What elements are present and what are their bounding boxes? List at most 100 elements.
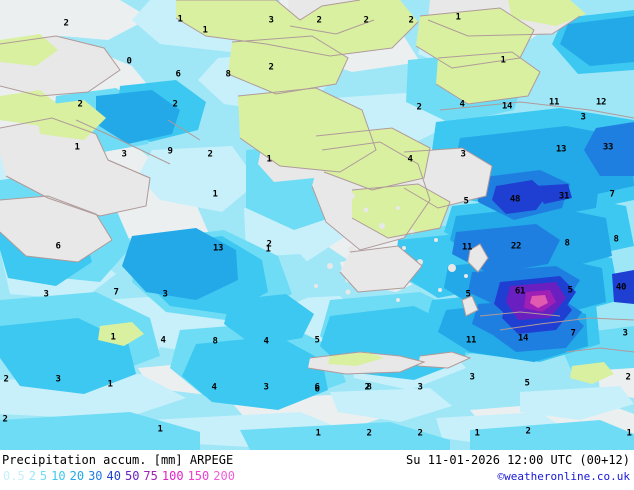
precip-value-label: 33: [602, 142, 614, 153]
precip-value-label: 8: [613, 234, 619, 245]
legend-stop-20: 20: [69, 469, 85, 483]
legend-stop-10: 10: [51, 469, 66, 483]
legend-stop-50: 50: [124, 469, 140, 483]
precip-value-label: 11: [465, 335, 477, 346]
precip-value-label: 6: [175, 69, 181, 80]
precip-value-label: 3: [460, 149, 466, 160]
legend-stop-100: 100: [161, 469, 184, 483]
precip-value-label: 3: [121, 149, 127, 160]
precip-value-label: 4: [263, 336, 269, 347]
coastlines: [0, 0, 634, 375]
precip-value-label: 6: [55, 241, 61, 252]
precip-value-label: 11: [548, 97, 560, 108]
precip-value-label: 1: [74, 142, 80, 153]
precip-value-label: 2: [316, 15, 322, 26]
precip-value-label: 2: [172, 99, 178, 110]
legend-stop-0.5: 0.5: [3, 469, 25, 483]
precip-value-label: 5: [567, 285, 573, 296]
precip-value-label: 5: [463, 196, 469, 207]
precip-value-label: 6: [314, 384, 320, 395]
copyright-link[interactable]: ©weatheronline.co.uk: [497, 470, 630, 483]
map-graphic: [0, 0, 634, 450]
precip-value-label: 5: [524, 378, 530, 389]
precip-value-label: 2: [364, 382, 370, 393]
precip-value-label: 2: [366, 428, 372, 439]
precip-value-label: 1: [110, 332, 116, 343]
precip-value-label: 14: [517, 333, 529, 344]
precip-value-label: 2: [3, 374, 9, 385]
precip-value-label: 8: [212, 336, 218, 347]
precip-value-label: 2: [408, 15, 414, 26]
precip-value-label: 5: [465, 289, 471, 300]
precip-value-label: 1: [266, 154, 272, 165]
precip-value-label: 2: [2, 414, 8, 425]
precip-value-label: 1: [474, 428, 480, 439]
precip-value-label: 1: [212, 189, 218, 200]
precip-value-label: 1: [265, 244, 271, 255]
precip-value-label: 8: [366, 382, 372, 393]
precip-value-label: 2: [525, 426, 531, 437]
precip-value-label: 4: [459, 99, 465, 110]
precipitation-map-canvas[interactable]: 0 3 2 2 2 1 2 1 2 1 3 2 1 6 8 2 2 14 11 12 1 4 2 9 1 4 13 33 3 48 31 7 3…: [0, 0, 634, 450]
precip-value-label: 1: [455, 12, 461, 23]
chart-title: Precipitation accum. [mm] ARPEGE: [2, 453, 234, 467]
precip-value-label: 40: [615, 282, 627, 293]
precip-value-label: 1: [315, 428, 321, 439]
precip-value-label: 8: [225, 69, 231, 80]
legend-stop-150: 150: [187, 469, 210, 483]
precip-value-label: 48: [509, 194, 521, 205]
precip-value-label: 3: [263, 382, 269, 393]
precip-value-label: 2: [77, 99, 83, 110]
legend-stop-30: 30: [88, 469, 103, 483]
precip-value-label: 1: [157, 424, 163, 435]
precip-value-label: 11: [461, 242, 473, 253]
precip-value-label: 3: [43, 289, 49, 300]
precip-value-label: 2: [416, 102, 422, 113]
precip-band-100: [530, 295, 548, 308]
precip-value-label: 3: [268, 15, 274, 26]
precip-value-label: 13: [555, 144, 567, 155]
precip-value-label: 2: [207, 149, 213, 160]
precip-value-label: 2: [63, 18, 69, 29]
precip-value-label: 3: [580, 112, 586, 123]
legend-stop-200: 200: [213, 469, 235, 483]
precip-value-label: 3: [162, 289, 168, 300]
precip-value-label: 61: [514, 286, 526, 297]
model-run-timestamp: Su 11-01-2026 12:00 UTC (00+12): [406, 453, 630, 467]
precip-value-label: 3: [417, 382, 423, 393]
map-footer: Precipitation accum. [mm] ARPEGE 0.5 2 5 10…: [0, 450, 634, 490]
legend-stop-5: 5: [39, 469, 48, 483]
precip-value-label: 3: [469, 372, 475, 383]
precip-value-label: 1: [202, 25, 208, 36]
precip-value-label: 4: [160, 335, 166, 346]
precip-value-label: 1: [177, 14, 183, 25]
precip-value-label: 14: [501, 101, 513, 112]
precip-value-label: 7: [570, 328, 576, 339]
precipitation-color-scale: 0.5 2 5 10 20 30 40 50 75 100 150 200: [3, 470, 239, 483]
precip-value-label: 2: [625, 372, 631, 383]
precip-value-label: 1: [500, 55, 506, 66]
precip-value-label: 5: [314, 335, 320, 346]
precip-value-label: 8: [564, 238, 570, 249]
precip-value-label: 2: [417, 428, 423, 439]
precip-value-label: 7: [113, 287, 119, 298]
precip-value-label: 4: [407, 154, 413, 165]
precip-value-label: 0: [126, 56, 132, 67]
precip-value-label: 6: [314, 382, 320, 393]
precip-value-label: 4: [211, 382, 217, 393]
precip-value-label: 9: [167, 146, 173, 157]
legend-stop-2: 2: [28, 469, 36, 483]
precip-value-label: 3: [622, 328, 628, 339]
precip-value-label: 22: [510, 241, 522, 252]
legend-stop-40: 40: [106, 469, 121, 483]
precip-value-label: 2: [363, 15, 369, 26]
precip-value-label: 1: [107, 379, 113, 390]
precip-value-label: 12: [595, 97, 607, 108]
crete-green: [328, 352, 384, 366]
precip-value-label: 2: [268, 62, 274, 73]
precip-value-label: 3: [55, 374, 61, 385]
precip-value-label: 7: [609, 189, 615, 200]
precip-value-label: 2: [266, 239, 272, 250]
precip-value-label: 13: [212, 243, 224, 254]
